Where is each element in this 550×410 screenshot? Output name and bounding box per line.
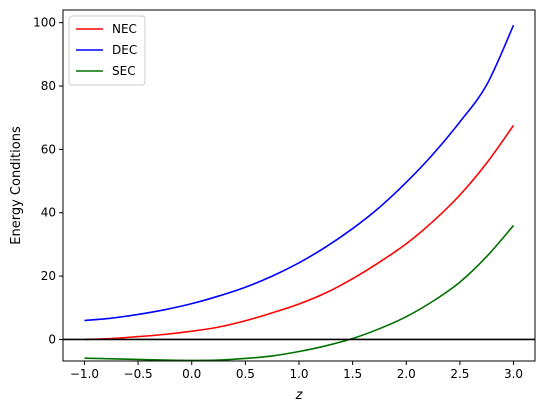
series-line-sec bbox=[84, 224, 515, 362]
x-tick-label: 2.0 bbox=[397, 367, 416, 381]
x-tick-label: 3.0 bbox=[504, 367, 523, 381]
legend-label-dec: DEC bbox=[112, 43, 137, 57]
y-tick-label: 80 bbox=[41, 79, 56, 93]
y-axis-ticks: 0 20 40 60 80 100 bbox=[33, 16, 63, 346]
series-line-nec bbox=[84, 124, 515, 341]
y-tick-label: 0 bbox=[48, 332, 56, 346]
series-line-dec bbox=[84, 24, 515, 322]
y-axis-label: Energy Conditions bbox=[9, 126, 24, 245]
x-axis-label: z bbox=[295, 388, 304, 403]
y-tick-label: 40 bbox=[41, 206, 56, 220]
x-tick-label: 2.5 bbox=[450, 367, 469, 381]
y-tick-label: 100 bbox=[33, 16, 56, 30]
y-tick-label: 60 bbox=[41, 142, 56, 156]
series-lines-layer bbox=[84, 24, 515, 362]
x-tick-label: 0.0 bbox=[182, 367, 201, 381]
legend: NEC DEC SEC bbox=[68, 15, 146, 86]
x-tick-label: −0.5 bbox=[124, 367, 153, 381]
y-tick-label: 20 bbox=[41, 269, 56, 283]
x-tick-label: 1.5 bbox=[343, 367, 362, 381]
x-tick-label: −1.0 bbox=[70, 367, 99, 381]
legend-label-nec: NEC bbox=[112, 22, 137, 36]
x-tick-label: 1.0 bbox=[289, 367, 308, 381]
legend-box bbox=[68, 15, 146, 86]
legend-label-sec: SEC bbox=[112, 64, 136, 78]
x-tick-label: 0.5 bbox=[236, 367, 255, 381]
x-axis-ticks: −1.0 −0.5 0.0 0.5 1.0 1.5 2.0 2.5 3.0 bbox=[70, 361, 523, 381]
